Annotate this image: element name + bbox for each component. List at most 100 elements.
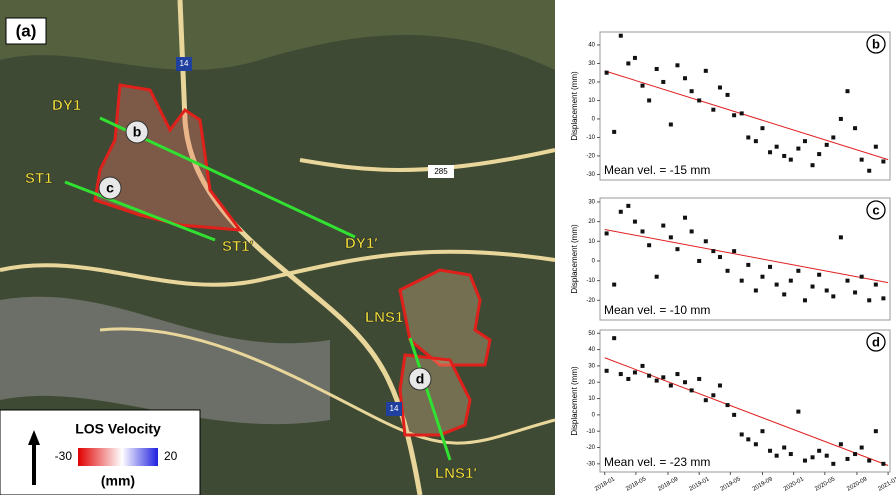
profile-label: DY1′	[345, 235, 378, 252]
data-point	[726, 269, 730, 273]
data-point	[626, 61, 630, 65]
data-point	[641, 364, 645, 368]
data-point	[655, 67, 659, 71]
data-point	[796, 410, 800, 414]
data-point	[641, 229, 645, 233]
data-point	[605, 369, 609, 373]
site-label: d	[416, 371, 425, 387]
x-tick-label: 2018-09	[657, 476, 680, 493]
panel-label: c	[872, 202, 879, 217]
data-point	[619, 210, 623, 214]
y-tick-label: -10	[586, 429, 595, 435]
data-point	[740, 432, 744, 436]
y-tick-label: 0	[592, 259, 596, 265]
road-sign-label: 14	[390, 404, 399, 413]
data-point	[768, 150, 772, 154]
data-point	[655, 275, 659, 279]
data-point	[697, 98, 701, 102]
data-point	[633, 370, 637, 374]
data-point	[619, 372, 623, 376]
annotation: Mean vel. = -10 mm	[604, 303, 710, 317]
profile-label: LNS1′	[435, 465, 477, 482]
data-point	[711, 393, 715, 397]
data-point	[775, 454, 779, 458]
data-point	[683, 380, 687, 384]
data-point	[675, 247, 679, 251]
data-point	[817, 152, 821, 156]
data-point	[711, 108, 715, 112]
data-point	[690, 388, 694, 392]
data-point	[704, 239, 708, 243]
road-sign-label: 14	[180, 59, 189, 68]
data-point	[803, 459, 807, 463]
data-point	[726, 93, 730, 97]
data-point	[746, 135, 750, 139]
data-point	[811, 163, 815, 167]
y-tick-label: 10	[588, 98, 595, 104]
data-point	[661, 375, 665, 379]
data-point	[732, 249, 736, 253]
data-point	[789, 279, 793, 283]
legend-max: 20	[164, 449, 178, 463]
data-point	[825, 143, 829, 147]
data-point	[845, 279, 849, 283]
data-point	[619, 34, 623, 38]
data-point	[825, 288, 829, 292]
data-point	[690, 89, 694, 93]
panel-label: b	[872, 36, 880, 51]
data-point	[647, 98, 651, 102]
data-point	[726, 403, 730, 407]
data-point	[740, 111, 744, 115]
data-point	[647, 374, 651, 378]
y-tick-label: -30	[586, 461, 595, 467]
data-point	[775, 145, 779, 149]
data-point	[874, 429, 878, 433]
annotation: Mean vel. = -23 mm	[604, 455, 710, 469]
y-tick-label: 50	[588, 331, 595, 337]
data-point	[825, 454, 829, 458]
x-tick-label: 2021-01	[877, 476, 896, 493]
map: (a) DY1 ST1 ST1′ DY1′ LNS1 LNS1′ b c d 1…	[0, 0, 555, 495]
data-point	[768, 265, 772, 269]
profile-label: LNS1	[365, 309, 403, 326]
data-point	[881, 160, 885, 164]
data-point	[803, 139, 807, 143]
data-point	[817, 273, 821, 277]
data-point	[789, 158, 793, 162]
data-point	[811, 455, 815, 459]
data-point	[874, 145, 878, 149]
data-point	[661, 224, 665, 228]
data-point	[718, 86, 722, 90]
data-point	[860, 158, 864, 162]
y-axis-label: Displacement (mm)	[570, 366, 579, 436]
data-point	[867, 169, 871, 173]
data-point	[831, 294, 835, 298]
x-tick-label: 2019-09	[752, 476, 775, 493]
data-point	[626, 377, 630, 381]
data-point	[853, 452, 857, 456]
data-point	[803, 298, 807, 302]
data-point	[845, 457, 849, 461]
data-point	[740, 279, 744, 283]
plot-frame	[600, 330, 890, 472]
data-point	[760, 275, 764, 279]
site-label: b	[133, 124, 142, 140]
y-tick-label: 0	[592, 117, 596, 123]
data-point	[675, 372, 679, 376]
y-tick-label: -20	[586, 298, 595, 304]
data-point	[655, 379, 659, 383]
data-point	[746, 437, 750, 441]
y-tick-label: 30	[588, 61, 595, 67]
data-point	[789, 452, 793, 456]
data-point	[605, 71, 609, 75]
data-point	[669, 383, 673, 387]
data-point	[605, 231, 609, 235]
data-point	[633, 56, 637, 60]
data-point	[669, 123, 673, 127]
y-tick-label: -10	[586, 135, 595, 141]
profile-label: ST1′	[222, 238, 254, 255]
data-point	[839, 235, 843, 239]
y-tick-label: 30	[588, 200, 595, 206]
data-point	[853, 290, 857, 294]
plot-frame	[600, 198, 890, 320]
